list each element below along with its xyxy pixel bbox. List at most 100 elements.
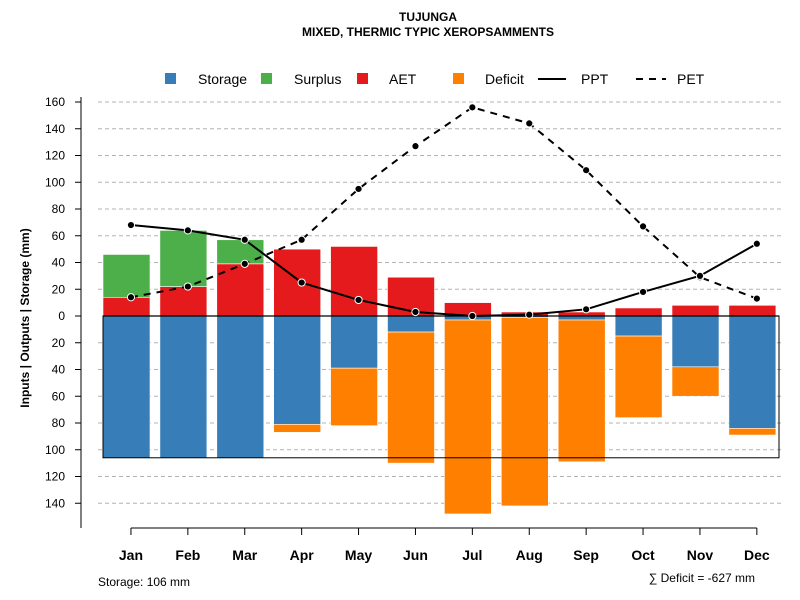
- surplus-bar: [159, 230, 208, 287]
- x-tick-label: Dec: [744, 547, 770, 563]
- y-tick-label: 0: [58, 309, 65, 323]
- storage-bar: [216, 315, 265, 459]
- legend-label-aet: AET: [389, 71, 417, 87]
- x-tick-label: Jun: [403, 547, 428, 563]
- y-tick-label: 40: [52, 256, 66, 270]
- aet-bar: [387, 276, 435, 317]
- y-tick-label: 80: [52, 416, 66, 430]
- lines: [126, 103, 761, 321]
- x-tick-label: Sep: [573, 547, 599, 563]
- storage-frame: [102, 315, 780, 459]
- aet-bar: [330, 246, 378, 317]
- x-tick-label: Jul: [462, 547, 482, 563]
- aet-bar: [728, 304, 777, 317]
- y-axis: 160 140 120 100 80 60 40 20 0 20 40 60 80 100 120 140: [45, 95, 82, 528]
- pet-point: [582, 166, 591, 175]
- y-tick-label: 60: [52, 229, 66, 243]
- ppt-point: [297, 278, 306, 287]
- pet-line: [130, 106, 758, 300]
- footer-storage: Storage: 106 mm: [98, 575, 190, 589]
- legend-swatch-surplus: [261, 73, 272, 84]
- x-tick-label: Aug: [516, 547, 543, 563]
- footer-deficit-sum: ∑ Deficit = -627 mm: [649, 571, 755, 585]
- x-tick-label: Apr: [290, 547, 315, 563]
- legend-label-ppt: PPT: [581, 71, 609, 87]
- y-tick-label: 120: [45, 470, 65, 484]
- x-tick-label: May: [345, 547, 372, 563]
- deficit-bar: [273, 424, 322, 433]
- y-tick-label: 140: [45, 122, 65, 136]
- y-tick-label: 160: [45, 95, 65, 109]
- pet-point: [411, 142, 420, 151]
- y-tick-label: 20: [52, 336, 66, 350]
- y-tick-label: 100: [45, 443, 65, 457]
- legend: Storage Surplus AET Deficit PPT PET: [165, 71, 705, 87]
- storage-bar: [273, 315, 322, 425]
- storage-bar: [557, 315, 606, 321]
- y-axis-label: Inputs | Outputs | Storage (mm): [18, 228, 32, 407]
- ppt-point: [695, 271, 705, 280]
- aet-bar: [671, 304, 720, 317]
- surplus-bar: [216, 239, 265, 265]
- deficit-bar: [330, 367, 378, 426]
- chart-title: TUJUNGA: [399, 10, 457, 24]
- ppt-point: [525, 310, 534, 319]
- legend-label-pet: PET: [677, 71, 705, 87]
- legend-label-deficit: Deficit: [485, 71, 524, 87]
- aet-bar: [159, 286, 208, 317]
- aet-bar: [614, 307, 663, 317]
- deficit-bar: [557, 319, 606, 463]
- ppt-point: [126, 220, 136, 230]
- y-tick-label: 20: [52, 282, 66, 296]
- storage-bar: [387, 315, 435, 333]
- pet-point: [297, 235, 306, 244]
- ppt-point: [752, 239, 761, 248]
- ppt-point: [354, 295, 363, 305]
- deficit-bar: [671, 366, 720, 397]
- y-tick-label: 100: [45, 175, 65, 189]
- aet-bar: [273, 248, 322, 317]
- pet-point: [126, 293, 136, 302]
- x-tick-label: Nov: [687, 547, 714, 563]
- pet-point: [240, 259, 249, 268]
- pet-point: [752, 294, 761, 303]
- pet-point: [525, 119, 534, 128]
- y-tick-label: 60: [52, 389, 66, 403]
- pet-point: [183, 282, 192, 291]
- bars: [102, 230, 777, 515]
- deficit-bar: [614, 335, 663, 418]
- x-tick-label: Oct: [631, 547, 655, 563]
- deficit-bar: [728, 428, 777, 436]
- pet-point: [638, 222, 648, 231]
- storage-bar: [102, 315, 151, 459]
- x-axis: Jan Feb Mar Apr May Jun Jul Aug Sep Oct Nov Dec: [119, 527, 770, 563]
- x-tick-label: Mar: [232, 547, 257, 563]
- storage-bar: [671, 315, 720, 368]
- ppt-point: [638, 287, 648, 297]
- pet-point: [354, 184, 363, 194]
- x-tick-label: Feb: [175, 547, 200, 563]
- deficit-bar: [444, 319, 492, 515]
- y-tick-label: 140: [45, 496, 65, 510]
- gridlines: [98, 101, 782, 504]
- chart-subtitle: MIXED, THERMIC TYPIC XEROPSAMMENTS: [302, 25, 554, 39]
- ppt-line: [130, 224, 758, 318]
- storage-bar: [330, 315, 378, 369]
- aet-bar: [102, 296, 151, 317]
- pet-point: [468, 103, 477, 112]
- ppt-point: [183, 226, 192, 235]
- surplus-bar: [102, 254, 151, 298]
- aet-bar: [557, 311, 606, 317]
- legend-label-surplus: Surplus: [294, 71, 341, 87]
- ppt-point: [240, 235, 249, 244]
- x-tick-label: Jan: [119, 547, 143, 563]
- legend-label-storage: Storage: [198, 71, 247, 87]
- ppt-point: [411, 307, 420, 317]
- y-tick-label: 120: [45, 149, 65, 163]
- y-tick-label: 80: [52, 202, 66, 216]
- storage-bar: [159, 315, 208, 459]
- storage-bar: [728, 315, 777, 429]
- legend-swatch-storage: [165, 73, 176, 84]
- ppt-point: [468, 311, 477, 321]
